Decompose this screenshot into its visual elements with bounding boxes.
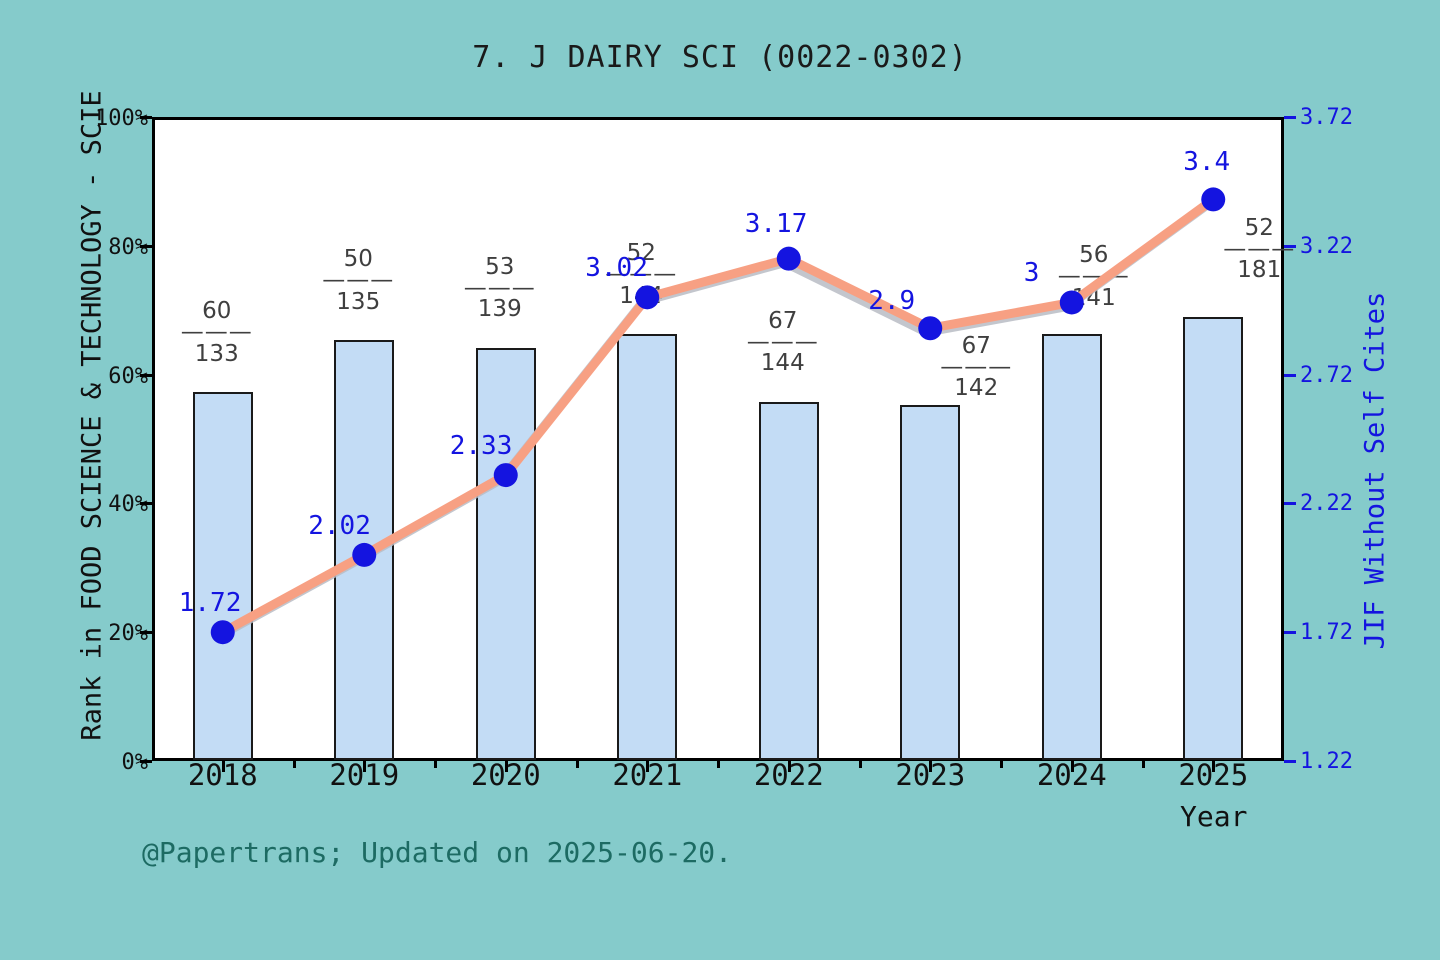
bar-rank-annotation-2024: 56 ——— 141 xyxy=(1029,244,1159,310)
right-tick-label: 3.72 xyxy=(1300,105,1353,130)
x-minor-tick-mark xyxy=(1141,761,1145,768)
bar-2024 xyxy=(1041,334,1102,760)
x-tick-mark xyxy=(363,761,367,772)
right-tick-mark xyxy=(1284,116,1296,119)
left-tick-mark xyxy=(140,244,152,248)
rank-divider: ——— xyxy=(1057,263,1130,290)
right-tick-mark xyxy=(1284,760,1296,763)
jif-value-label-2018: 1.72 xyxy=(178,588,242,619)
bar-rank-annotation-2018: 60 ——— 133 xyxy=(152,299,282,367)
jif-value-label-2021: 3.02 xyxy=(585,253,648,284)
x-minor-tick-mark xyxy=(292,761,296,768)
bar-2023 xyxy=(900,404,961,760)
left-tick-mark xyxy=(140,116,152,119)
bar-2020 xyxy=(475,347,536,760)
bar-2025 xyxy=(1183,316,1244,760)
x-minor-tick-mark xyxy=(575,761,579,768)
jif-value-label-2025: 3.4 xyxy=(1183,147,1231,178)
page-title: 7. J DAIRY SCI (0022-0302) xyxy=(472,40,968,75)
rank-denominator: 142 xyxy=(954,375,999,402)
jif-value-label-2022: 3.17 xyxy=(744,208,808,239)
left-tick-mark xyxy=(140,760,152,763)
bar-rank-annotation-2019: 50 ——— 135 xyxy=(293,248,423,314)
x-minor-tick-mark xyxy=(858,761,862,768)
left-tick-label: 100% xyxy=(95,106,148,131)
x-tick-mark xyxy=(221,761,225,772)
rank-denominator: 133 xyxy=(194,340,239,367)
left-tick-label: 20% xyxy=(108,621,148,647)
right-tick-label: 2.22 xyxy=(1300,491,1353,517)
bar-2018 xyxy=(192,391,253,760)
x-tick-mark xyxy=(929,761,933,772)
rank-denominator: 135 xyxy=(336,289,381,315)
right-tick-label: 1.22 xyxy=(1300,749,1353,774)
x-tick-mark xyxy=(646,761,650,772)
left-tick-mark xyxy=(140,373,152,377)
right-axis-title: JIF Without Self Cites xyxy=(1359,291,1391,650)
left-tick-label: 80% xyxy=(108,234,148,260)
x-tick-mark xyxy=(1070,761,1074,772)
rank-denominator: 144 xyxy=(760,350,805,377)
bar-rank-annotation-2020: 53 ——— 139 xyxy=(435,255,565,323)
x-minor-tick-mark xyxy=(1000,761,1003,768)
bar-rank-annotation-2023: 67 ——— 142 xyxy=(911,334,1041,402)
left-tick-label: 60% xyxy=(108,363,148,389)
left-tick-mark xyxy=(140,502,152,506)
rank-denominator: 144 xyxy=(619,282,664,309)
rank-denominator: 139 xyxy=(477,296,522,323)
rank-divider: ——— xyxy=(1223,235,1296,262)
jif-value-label-2024: 3 xyxy=(1023,258,1040,289)
right-tick-label: 1.72 xyxy=(1300,620,1353,646)
plot-area xyxy=(152,117,1284,761)
x-tick-mark xyxy=(787,761,791,772)
bar-2022 xyxy=(758,401,819,760)
right-tick-label: 2.72 xyxy=(1300,362,1353,388)
jif-value-label-2019: 2.02 xyxy=(308,510,371,541)
right-tick-mark xyxy=(1284,502,1296,506)
left-axis-title: Rank in FOOD SCIENCE & TECHNOLOGY - SCIE xyxy=(76,90,108,741)
x-minor-tick-mark xyxy=(717,761,720,768)
x-minor-tick-mark xyxy=(434,761,437,768)
footer-credit: @Papertrans; Updated on 2025-06-20. xyxy=(142,836,733,869)
left-tick-label: 0% xyxy=(121,750,149,775)
rank-denominator: 181 xyxy=(1237,257,1282,284)
right-tick-mark xyxy=(1284,244,1296,248)
jif-value-label-2020: 2.33 xyxy=(449,431,513,462)
x-tick-mark xyxy=(1212,761,1216,772)
rank-divider: ——— xyxy=(180,318,253,345)
jif-value-label-2023: 2.9 xyxy=(868,286,916,317)
bar-2019 xyxy=(334,340,395,760)
x-axis-title: Year xyxy=(1180,800,1248,833)
bar-rank-annotation-2025: 52 ——— 181 xyxy=(1194,214,1324,284)
bar-2021 xyxy=(617,334,678,760)
right-tick-mark xyxy=(1284,373,1296,377)
bar-rank-annotation-2022: 67 ——— 144 xyxy=(718,309,848,377)
rank-numerator: 52 xyxy=(1244,214,1274,241)
x-tick-mark xyxy=(504,761,508,772)
left-tick-mark xyxy=(140,631,152,635)
left-tick-label: 40% xyxy=(108,492,148,518)
rank-denominator: 141 xyxy=(1071,284,1116,311)
right-tick-label: 3.22 xyxy=(1300,233,1353,259)
right-tick-mark xyxy=(1284,631,1296,635)
